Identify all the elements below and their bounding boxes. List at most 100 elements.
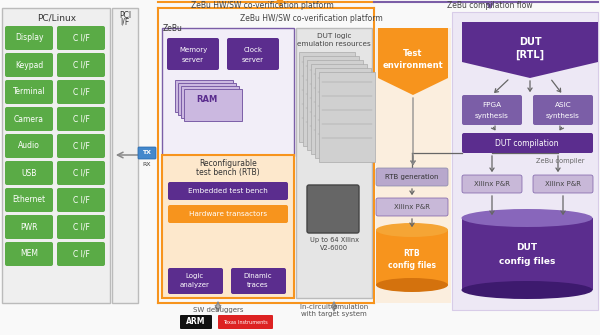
Text: USB: USB bbox=[22, 169, 37, 178]
Text: config files: config files bbox=[499, 258, 555, 267]
Text: Ethernet: Ethernet bbox=[13, 196, 46, 204]
Text: DUT compilation: DUT compilation bbox=[495, 138, 559, 147]
Text: C I/F: C I/F bbox=[73, 115, 89, 124]
FancyBboxPatch shape bbox=[168, 268, 223, 294]
Ellipse shape bbox=[376, 223, 448, 237]
FancyBboxPatch shape bbox=[5, 188, 53, 212]
Ellipse shape bbox=[461, 281, 593, 299]
Text: analyzer: analyzer bbox=[180, 282, 210, 288]
FancyBboxPatch shape bbox=[462, 175, 522, 193]
Text: cores: cores bbox=[323, 208, 343, 217]
Text: ZeBu: ZeBu bbox=[163, 24, 183, 33]
Bar bbox=[315, 68, 371, 158]
Text: C I/F: C I/F bbox=[73, 222, 89, 231]
Bar bbox=[178, 83, 236, 115]
Text: C I/F: C I/F bbox=[73, 61, 89, 69]
Polygon shape bbox=[462, 22, 598, 78]
Text: Test: Test bbox=[403, 49, 423, 58]
Bar bbox=[452, 12, 598, 310]
Text: Xilinx P&R: Xilinx P&R bbox=[545, 181, 581, 187]
FancyBboxPatch shape bbox=[57, 242, 105, 266]
Bar bbox=[112, 8, 138, 303]
Text: traces: traces bbox=[247, 282, 269, 288]
Text: Logic: Logic bbox=[186, 273, 204, 279]
Text: RX: RX bbox=[143, 161, 151, 166]
Text: C I/F: C I/F bbox=[73, 34, 89, 43]
Text: Clock: Clock bbox=[244, 47, 263, 53]
FancyBboxPatch shape bbox=[168, 205, 288, 223]
Bar bbox=[184, 89, 242, 121]
FancyBboxPatch shape bbox=[167, 38, 219, 70]
Text: V2-6000: V2-6000 bbox=[320, 245, 348, 251]
Text: emulation resources: emulation resources bbox=[297, 41, 371, 47]
FancyBboxPatch shape bbox=[462, 95, 522, 125]
FancyBboxPatch shape bbox=[57, 161, 105, 185]
FancyBboxPatch shape bbox=[57, 107, 105, 131]
Bar bbox=[462, 218, 593, 290]
Text: ZeBu HW/SW co-verification platform: ZeBu HW/SW co-verification platform bbox=[240, 14, 383, 23]
Bar bbox=[376, 230, 448, 285]
Text: ZeBu HW/SW co-verification platform: ZeBu HW/SW co-verification platform bbox=[191, 1, 334, 10]
Text: Dinamic: Dinamic bbox=[244, 273, 272, 279]
Bar bbox=[299, 52, 355, 142]
Text: C I/F: C I/F bbox=[73, 250, 89, 259]
Text: ZeBu compilation flow: ZeBu compilation flow bbox=[447, 1, 533, 10]
FancyBboxPatch shape bbox=[5, 26, 53, 50]
FancyBboxPatch shape bbox=[533, 175, 593, 193]
FancyBboxPatch shape bbox=[138, 147, 156, 159]
FancyBboxPatch shape bbox=[218, 315, 273, 329]
FancyBboxPatch shape bbox=[376, 198, 448, 216]
Bar bbox=[296, 28, 372, 298]
Bar bbox=[175, 80, 233, 112]
Ellipse shape bbox=[461, 209, 593, 227]
Text: TX: TX bbox=[143, 150, 151, 155]
Text: with target system: with target system bbox=[301, 311, 367, 317]
FancyBboxPatch shape bbox=[462, 133, 593, 153]
FancyBboxPatch shape bbox=[5, 242, 53, 266]
Text: Terminal: Terminal bbox=[13, 87, 46, 96]
FancyBboxPatch shape bbox=[180, 315, 212, 329]
Text: Display: Display bbox=[15, 34, 43, 43]
Text: C I/F: C I/F bbox=[73, 169, 89, 178]
Bar bbox=[307, 60, 363, 150]
Text: Hard: Hard bbox=[324, 199, 342, 207]
Text: ARM: ARM bbox=[186, 318, 206, 327]
Text: RTB: RTB bbox=[404, 249, 421, 258]
FancyBboxPatch shape bbox=[5, 80, 53, 104]
Bar bbox=[376, 28, 451, 303]
FancyBboxPatch shape bbox=[231, 268, 286, 294]
Text: FPGA: FPGA bbox=[482, 102, 502, 108]
FancyBboxPatch shape bbox=[5, 161, 53, 185]
Text: config files: config files bbox=[388, 261, 436, 269]
Text: Embedded test bench: Embedded test bench bbox=[188, 188, 268, 194]
Text: C I/F: C I/F bbox=[73, 141, 89, 150]
Bar bbox=[181, 86, 239, 118]
Text: Memory: Memory bbox=[179, 47, 207, 53]
FancyBboxPatch shape bbox=[57, 188, 105, 212]
FancyBboxPatch shape bbox=[307, 185, 359, 233]
FancyBboxPatch shape bbox=[227, 38, 279, 70]
Text: Reconfigurable: Reconfigurable bbox=[199, 158, 257, 168]
FancyBboxPatch shape bbox=[57, 26, 105, 50]
FancyBboxPatch shape bbox=[533, 95, 593, 125]
Bar bbox=[319, 72, 375, 162]
FancyBboxPatch shape bbox=[5, 215, 53, 239]
Text: test bench (RTB): test bench (RTB) bbox=[196, 168, 260, 177]
FancyBboxPatch shape bbox=[168, 182, 288, 200]
Text: Audio: Audio bbox=[18, 141, 40, 150]
Text: RAM: RAM bbox=[196, 95, 218, 105]
Text: Texas Instruments: Texas Instruments bbox=[223, 320, 268, 325]
FancyBboxPatch shape bbox=[57, 53, 105, 77]
Text: I/F: I/F bbox=[121, 17, 130, 26]
Text: [RTL]: [RTL] bbox=[515, 50, 545, 60]
Bar bbox=[303, 56, 359, 146]
Text: synthesis: synthesis bbox=[546, 113, 580, 119]
Text: DUT: DUT bbox=[517, 244, 538, 253]
Text: RTB generation: RTB generation bbox=[385, 174, 439, 180]
Text: DUT logic: DUT logic bbox=[317, 33, 351, 39]
Text: Xilinx P&R: Xilinx P&R bbox=[394, 204, 430, 210]
Text: server: server bbox=[182, 57, 204, 63]
Text: Camera: Camera bbox=[14, 115, 44, 124]
Ellipse shape bbox=[376, 278, 448, 292]
FancyBboxPatch shape bbox=[57, 134, 105, 158]
